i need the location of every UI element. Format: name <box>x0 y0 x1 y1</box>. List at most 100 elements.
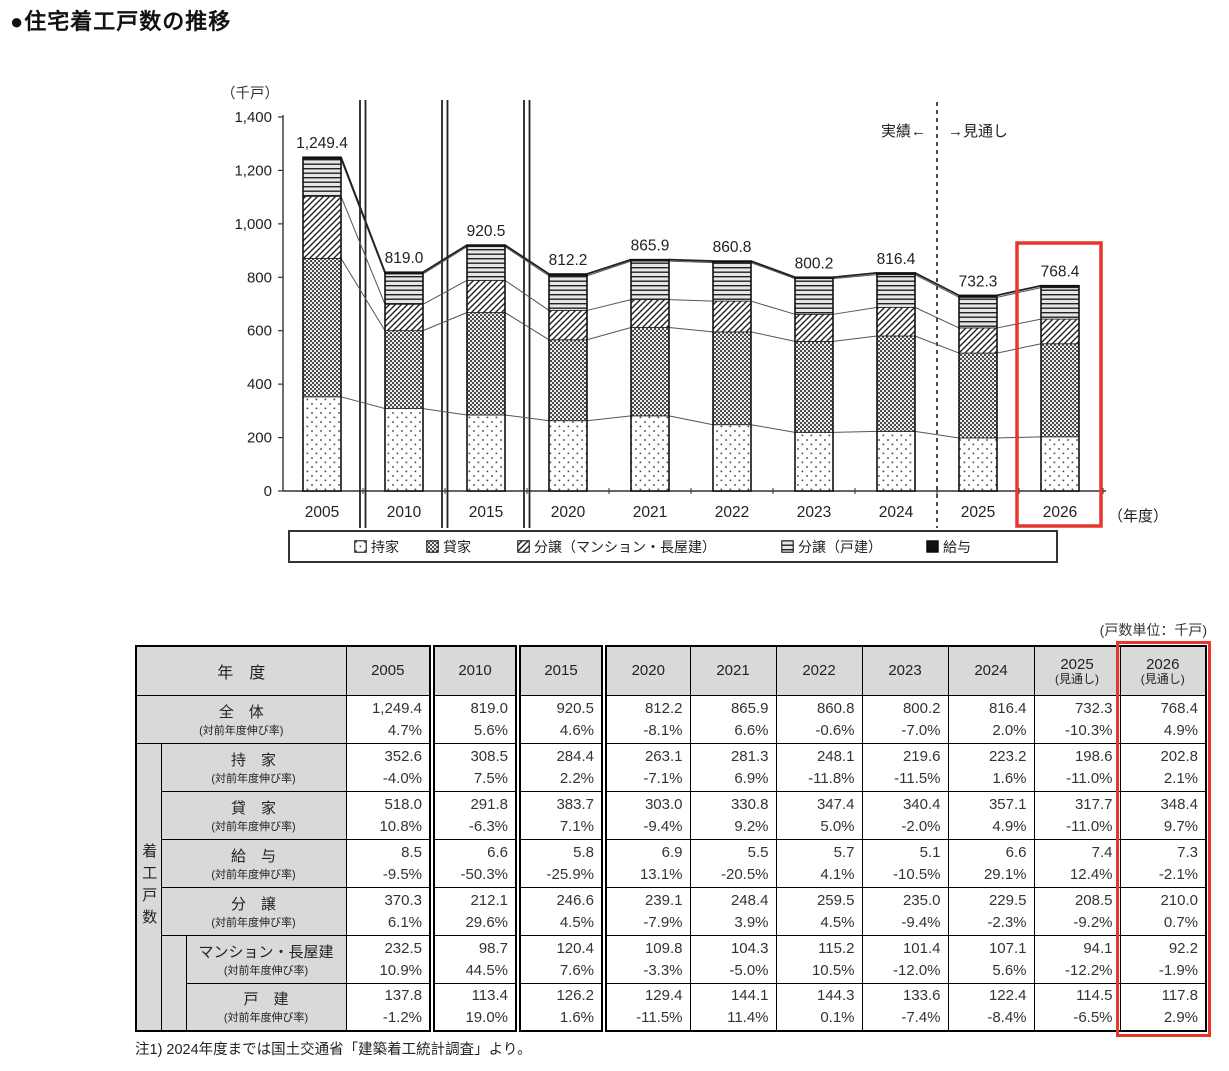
cell-value: 819.0 <box>470 699 509 717</box>
table-cell: 7.4 12.4% <box>1033 838 1121 888</box>
bar-total-label: 860.8 <box>713 239 752 256</box>
cell-growth-rate: 4.6% <box>559 721 595 739</box>
legend-swatch-dots-sparse <box>354 540 367 553</box>
cell-value: 144.1 <box>730 987 769 1005</box>
bar-segment <box>958 296 998 329</box>
cell-value: 281.3 <box>730 747 769 765</box>
connector-line <box>996 318 1042 329</box>
row-label-text: 持 家 <box>231 751 277 769</box>
x-axis-year-label: 2015 <box>469 504 503 521</box>
table-cell: 144.1 11.4% <box>689 982 777 1032</box>
page-title: ●住宅着工戸数の推移 <box>10 9 232 34</box>
bar-segment <box>302 258 342 398</box>
connector-line <box>586 327 632 341</box>
cell-value: 104.3 <box>730 939 769 957</box>
bar-segment <box>302 396 342 492</box>
forecast-note: (見通し) <box>1140 671 1185 686</box>
row-label-text: 戸 建 <box>243 991 289 1009</box>
table-header-year-2024: 2024 <box>947 645 1035 696</box>
cell-growth-rate: -6.5% <box>1073 1009 1113 1027</box>
cell-value: 291.8 <box>470 795 509 813</box>
row-growth-sublabel: (対前年度伸び率) <box>223 1012 309 1025</box>
y-tick-label: 200 <box>247 430 272 447</box>
table-cell: 303.0 -9.4% <box>603 790 691 840</box>
bar-segment <box>958 352 998 439</box>
y-tick-label: 400 <box>247 376 272 393</box>
cell-growth-rate: -3.3% <box>643 961 683 979</box>
table-header-year-2021: 2021 <box>689 645 777 696</box>
bar-segment <box>1040 436 1080 492</box>
connector-line <box>340 396 386 410</box>
cell-growth-rate: 5.6% <box>473 721 509 739</box>
table-row-category: 分 譲 (対前年度伸び率) 370.3 6.1% 212.1 29.6% 246.6 4.5%… <box>136 886 1207 936</box>
x-axis-year-label: 2022 <box>715 504 749 521</box>
connector-line <box>586 260 632 277</box>
connector-line <box>586 299 632 311</box>
table-cell: 229.5 -2.3% <box>947 886 1035 936</box>
bar-segment <box>302 195 342 259</box>
row-label: マンション・長屋建 (対前年度伸び率) <box>185 934 347 984</box>
cell-growth-rate: 2.1% <box>1163 769 1199 787</box>
connector-line <box>668 299 714 302</box>
y-tick-label: 0 <box>264 483 272 500</box>
cell-value: 212.1 <box>470 891 509 909</box>
cell-growth-rate: -1.2% <box>382 1009 423 1027</box>
table-side-label: 着工戸数 <box>135 742 162 1032</box>
table-cell: 800.2 -7.0% <box>861 694 949 744</box>
connector-line <box>832 272 878 279</box>
cell-growth-rate: 2.9% <box>1163 1009 1199 1027</box>
connector-line <box>422 246 468 275</box>
bar-outline <box>630 258 670 492</box>
table-cell: 109.8 -3.3% <box>603 934 691 984</box>
bar-outline <box>548 273 588 492</box>
cell-growth-rate: 2.2% <box>559 769 595 787</box>
connector-line <box>914 274 960 298</box>
cell-growth-rate: 9.7% <box>1163 817 1199 835</box>
table-cell: 94.1 -12.2% <box>1033 934 1121 984</box>
x-axis-year-label: 2023 <box>797 504 831 521</box>
table-cell: 248.4 3.9% <box>689 886 777 936</box>
connector-line <box>750 262 796 280</box>
cell-growth-rate: -6.3% <box>468 817 509 835</box>
connector-line <box>504 244 550 275</box>
table-cell: 348.4 9.7% <box>1119 790 1207 840</box>
cell-growth-rate: -25.9% <box>546 865 595 883</box>
cell-growth-rate: 6.6% <box>734 721 769 739</box>
connector-line <box>996 284 1042 297</box>
connector-line <box>914 430 960 439</box>
table-cell: 126.2 1.6% <box>517 982 608 1032</box>
cell-growth-rate: 13.1% <box>639 865 683 883</box>
legend-label: 給与 <box>943 538 971 555</box>
cell-growth-rate: -2.3% <box>987 913 1027 931</box>
cell-value: 1,249.4 <box>371 699 423 717</box>
bar-outline <box>384 271 424 492</box>
cell-value: 303.0 <box>644 795 683 813</box>
cell-growth-rate: 2.0% <box>992 721 1027 739</box>
table-cell: 357.1 4.9% <box>947 790 1035 840</box>
row-label-text: 給 与 <box>231 847 277 865</box>
cell-growth-rate: -11.0% <box>1066 769 1113 787</box>
table-cell: 5.7 4.1% <box>775 838 863 888</box>
bar-segment <box>1040 343 1080 438</box>
table-row-category: 着工戸数 持 家 (対前年度伸び率) 352.6 -4.0% 308.5 7.5% 284.4… <box>135 742 1207 1032</box>
row-label: 戸 建 (対前年度伸び率) <box>185 982 347 1032</box>
row-growth-sublabel: (対前年度伸び率) <box>211 916 296 929</box>
table-cell: 129.4 -11.5% <box>603 982 691 1032</box>
footnote: 注1) 2024年度までは国土交通省「建築着工統計調査」より。 <box>135 1042 532 1058</box>
cell-growth-rate: -1.9% <box>1158 961 1199 979</box>
cell-value: 223.2 <box>988 747 1027 765</box>
connector-line <box>996 436 1042 439</box>
bar-total-label: 768.4 <box>1041 264 1080 281</box>
bar-segment <box>384 303 424 332</box>
cell-value: 210.0 <box>1160 891 1199 909</box>
table-cell: 120.4 7.6% <box>517 934 608 984</box>
connector-line <box>914 306 960 329</box>
table-cell: 732.3 -10.3% <box>1033 694 1121 744</box>
table-cell: 117.8 2.9% <box>1119 982 1207 1032</box>
table-row-category: マンション・長屋建 (対前年度伸び率) 232.5 10.9% 98.7 44.5% 120… <box>136 934 1207 1032</box>
table-cell: 6.6 29.1% <box>947 838 1035 888</box>
legend-swatch-horizontal-lines <box>781 540 794 553</box>
table-cell: 114.5 -6.5% <box>1033 982 1121 1032</box>
legend-label: 分譲（マンション・長屋建） <box>534 538 716 555</box>
cell-value: 348.4 <box>1160 795 1199 813</box>
